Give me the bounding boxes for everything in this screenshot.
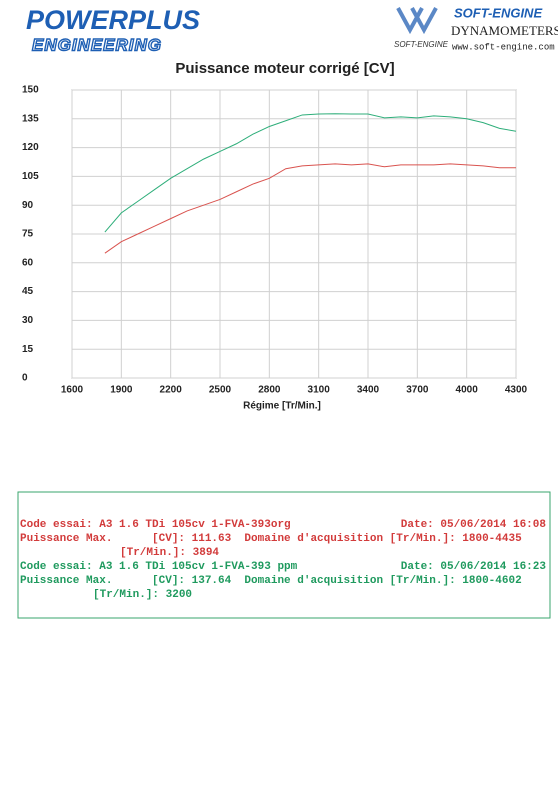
x-tick-label: 2200 <box>160 385 183 396</box>
y-tick-label: 75 <box>22 229 34 240</box>
x-tick-label: 4000 <box>456 385 479 396</box>
info-box <box>17 491 551 619</box>
x-axis-label: Régime [Tr/Min.] <box>243 401 321 412</box>
y-tick-label: 15 <box>22 344 34 355</box>
y-tick-label: 60 <box>22 257 34 268</box>
y-tick-label: 120 <box>22 142 39 153</box>
x-tick-label: 1600 <box>61 385 84 396</box>
x-tick-label: 3400 <box>357 385 380 396</box>
x-tick-label: 1900 <box>110 385 133 396</box>
info: Code essai: A3 1.6 TDi 105cv 1-FVA-393or… <box>20 519 546 601</box>
chart-title: Puissance moteur corrigé [CV] <box>175 60 394 77</box>
test-code: Code essai: A3 1.6 TDi 105cv 1-FVA-393 p… <box>20 561 298 573</box>
y-tick-label: 105 <box>22 171 39 182</box>
vendor-logo: SOFT-ENGINE SOFT-ENGINE DYNAMOMETERS www… <box>394 5 558 52</box>
x-tick-label: 2500 <box>209 385 232 396</box>
x-tick-label: 3700 <box>406 385 429 396</box>
x-tick-label: 2800 <box>258 385 281 396</box>
test-date: Date: 05/06/2014 16:08 <box>401 519 547 531</box>
test-max: Puissance Max. [CV]: 111.63 Domaine d'ac… <box>20 533 522 545</box>
vendor-line: DYNAMOMETERS <box>451 23 558 38</box>
test-max: Puissance Max. [CV]: 137.64 Domaine d'ac… <box>20 575 522 587</box>
website: www.soft-engine.com <box>452 42 555 52</box>
y-tick-label: 30 <box>22 315 34 326</box>
test-code: Code essai: A3 1.6 TDi 105cv 1-FVA-393or… <box>20 519 291 531</box>
test-date: Date: 05/06/2014 16:23 <box>401 561 547 573</box>
series-line <box>104 113 517 233</box>
logo-icon <box>396 7 438 35</box>
series-line <box>104 163 516 254</box>
x-tick-label: 4300 <box>505 385 528 396</box>
brand-bottom: ENGINEERING <box>32 35 162 54</box>
x-tick-label: 3100 <box>308 385 331 396</box>
vendor-name: SOFT-ENGINE <box>454 5 542 20</box>
y-tick-label: 150 <box>22 85 39 96</box>
vendor-small: SOFT-ENGINE <box>394 40 449 49</box>
test-rpm: [Tr/Min.]: 3894 <box>120 547 219 559</box>
y-tick-label: 45 <box>22 286 34 297</box>
plot: 0 15 30 45 60 75 90 105 120 135 150 1600 1900 2200 250… <box>22 85 528 396</box>
test-rpm: [Tr/Min.]: 3200 <box>93 589 192 601</box>
y-tick-label: 90 <box>22 200 34 211</box>
y-tick-label: 0 <box>22 373 28 384</box>
y-tick-label: 135 <box>22 113 39 124</box>
brand-top: POWERPLUS <box>26 5 200 35</box>
